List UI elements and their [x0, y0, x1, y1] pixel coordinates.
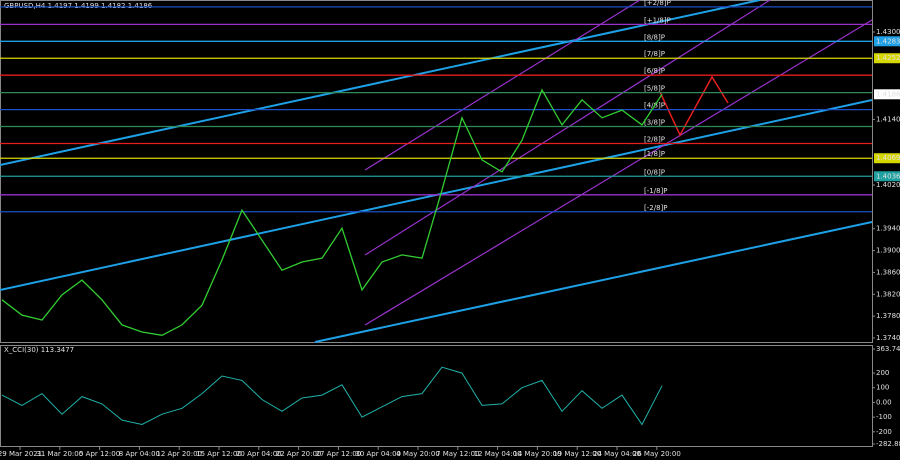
murrey-label: [7/8]P — [644, 50, 665, 58]
y-tick-label: 1.3940 — [876, 225, 900, 233]
indicator-tick-label: 0.00 — [876, 398, 892, 406]
x-tick-label: 12 May 04:00 — [474, 450, 522, 458]
price-label: 1.4252 — [876, 54, 900, 62]
x-tick-label: 31 Mar 20:00 — [36, 450, 83, 458]
indicator-tick-label: -282.886 — [876, 440, 900, 448]
y-tick-label: 1.4020 — [876, 181, 900, 189]
y-tick-label: 1.3900 — [876, 247, 900, 255]
indicator-tick-label: 200 — [876, 369, 889, 377]
y-tick-label: 1.3860 — [876, 268, 900, 276]
x-tick-label: 8 Apr 04:00 — [119, 450, 160, 458]
x-tick-label: 27 Apr 12:00 — [316, 450, 362, 458]
y-tick-label: 1.3740 — [876, 334, 900, 342]
channel-line — [364, 0, 771, 256]
y-tick-label: 1.3780 — [876, 312, 900, 320]
x-tick-label: 30 Apr 04:00 — [355, 450, 401, 458]
price-line — [1, 88, 663, 336]
x-tick-label: 4 May 20:00 — [396, 450, 440, 458]
forecast-zigzag — [659, 75, 729, 137]
x-tick-label: 7 May 12:00 — [436, 450, 480, 458]
y-tick-label: 1.4140 — [876, 115, 900, 123]
indicator-frame — [0, 345, 873, 447]
murrey-label: [8/8]P — [644, 33, 665, 41]
trend-line — [314, 221, 873, 343]
y-tick-label: 1.4300 — [876, 28, 900, 36]
indicator-tick-label: -200 — [876, 428, 892, 436]
murrey-label: [2/8]P — [644, 135, 665, 143]
murrey-label: [-2/8]P — [644, 204, 667, 212]
x-tick-label: 22 Apr 20:00 — [276, 450, 322, 458]
price-label-box — [874, 53, 900, 64]
channel — [364, 0, 873, 326]
chart-title: GBPUSD,H4 1.4197 1.4199 1.4182 1.4186 — [4, 2, 153, 10]
x-tick-label: 29 Mar 2021 — [0, 450, 42, 458]
murrey-label: [5/8]P — [644, 85, 665, 93]
murrey-label: [0/8]P — [644, 168, 665, 176]
murrey-label: [3/8]P — [644, 119, 665, 127]
price-label-box — [874, 36, 900, 47]
x-tick-label: 12 Apr 20:00 — [156, 450, 202, 458]
murrey-label: [+1/8]P — [644, 16, 671, 24]
channel-line — [364, 0, 641, 171]
indicator-title: X_CCI(30) 113.3477 — [4, 346, 74, 354]
price-label: 1.4036 — [876, 172, 900, 180]
x-tick-label: 15 Apr 12:00 — [196, 450, 242, 458]
x-tick-label: 19 May 12:00 — [553, 450, 601, 458]
murrey-label: [1/8]P — [644, 150, 665, 158]
trend-line — [0, 0, 761, 166]
indicator-tick-label: 363.7466 — [876, 345, 900, 353]
murrey-label: [+2/8]P — [644, 0, 671, 7]
x-tick-label: 5 Apr 12:00 — [79, 450, 120, 458]
price-label: 1.4283 — [876, 37, 900, 45]
x-tick-label: 14 May 20:00 — [513, 450, 561, 458]
indicator-tick-label: -100 — [876, 413, 892, 421]
current-price-box — [874, 89, 900, 100]
x-tick-label: 20 Apr 04:00 — [236, 450, 282, 458]
y-tick-label: 1.3820 — [876, 290, 900, 298]
murrey-label: [-1/8]P — [644, 187, 667, 195]
main-frame — [0, 0, 873, 343]
channel-line — [364, 19, 873, 326]
cci-line — [1, 366, 663, 426]
x-tick-label: 24 May 04:00 — [593, 450, 641, 458]
price-label-box — [874, 171, 900, 182]
price-label: 1.4069 — [876, 154, 900, 162]
x-tick-label: 26 May 20:00 — [633, 450, 681, 458]
murrey-label: [6/8]P — [644, 67, 665, 75]
current-price-label: 1.4186 — [876, 90, 900, 98]
indicator-tick-label: 100 — [876, 384, 889, 392]
price-label-box — [874, 153, 900, 164]
